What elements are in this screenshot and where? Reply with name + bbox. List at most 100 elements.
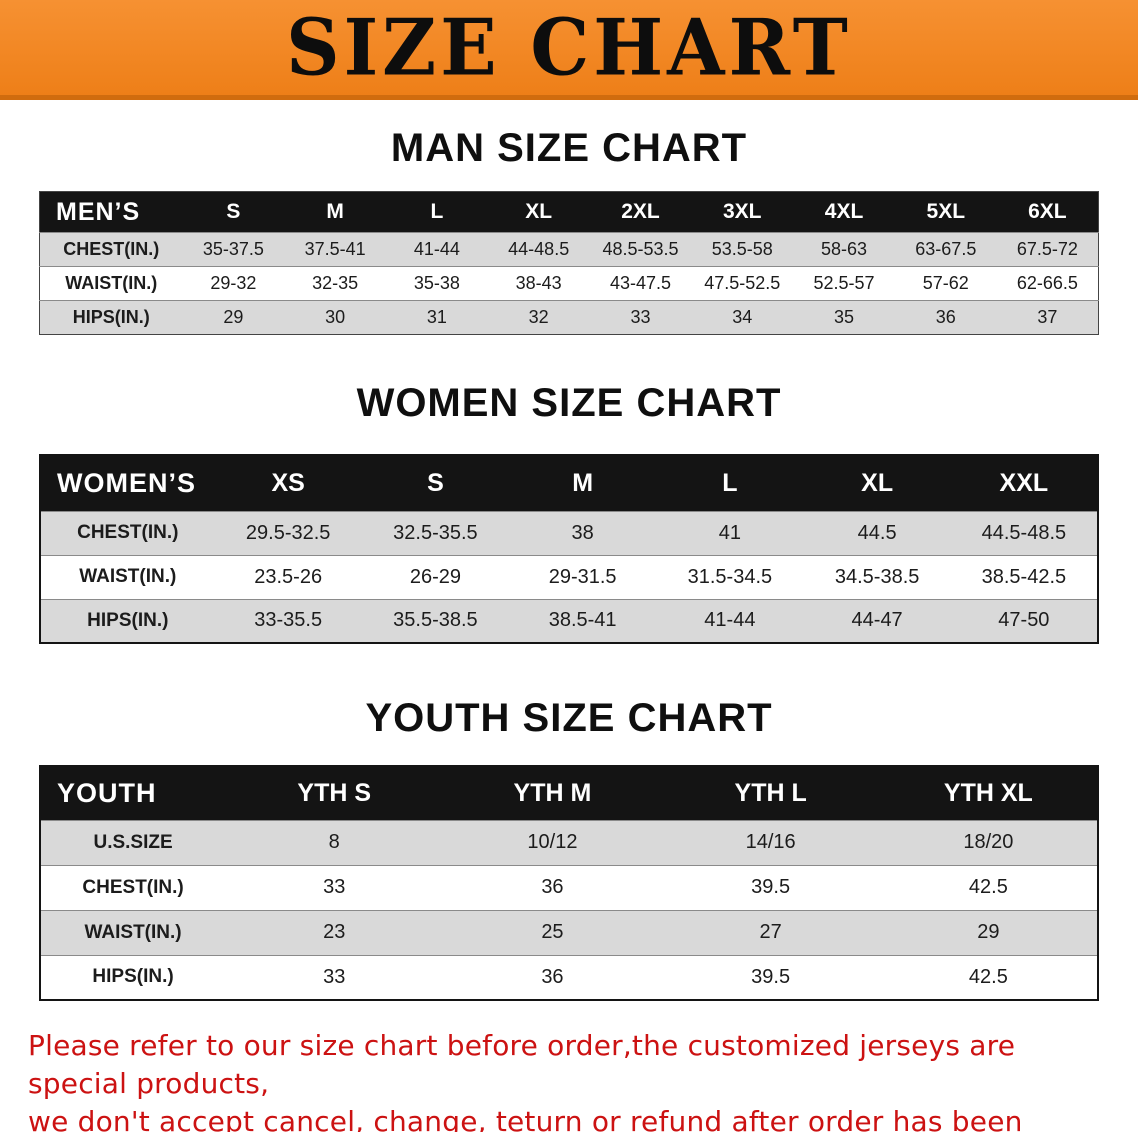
cell-value: 36 xyxy=(443,954,662,1000)
row-label: HIPS(IN.) xyxy=(39,300,183,335)
table-row: WAIST(IN.) 23.5-26 26-29 29-31.5 31.5-34.5 34… xyxy=(40,554,1098,599)
row-label: WAIST(IN.) xyxy=(39,266,183,301)
cell-value: 52.5-57 xyxy=(793,266,895,301)
cell-value: 38.5-41 xyxy=(509,598,657,643)
cell-value: 47.5-52.5 xyxy=(691,266,794,301)
cell-value: 33-35.5 xyxy=(214,598,362,643)
cell-value: 39.5 xyxy=(661,864,880,910)
mens-table-title: MEN’S xyxy=(39,191,183,233)
cell-value: 29.5-32.5 xyxy=(214,510,362,555)
table-row: HIPS(IN.) 33 36 39.5 42.5 xyxy=(40,954,1098,1000)
cell-value: 41-44 xyxy=(386,232,488,267)
cell-value: 43-47.5 xyxy=(589,266,692,301)
cell-value: 8 xyxy=(225,819,444,865)
section-mens: MAN SIZE CHART MEN’S S M L XL 2XL 3XL 4XL 5XL 6XL… xyxy=(0,126,1138,335)
cell-value: 10/12 xyxy=(443,819,662,865)
row-label: HIPS(IN.) xyxy=(40,598,215,643)
row-label: HIPS(IN.) xyxy=(40,954,226,1000)
cell-value: 63-67.5 xyxy=(894,232,997,267)
column-header: XL xyxy=(487,191,590,233)
column-header: YTH XL xyxy=(879,766,1098,820)
youth-table-container: YOUTH YTH S YTH M YTH L YTH XL U.S.SIZE 8 10/12… xyxy=(39,765,1099,1001)
cell-value: 36 xyxy=(443,864,662,910)
column-header: XS xyxy=(214,455,362,511)
table-row: CHEST(IN.) 35-37.5 37.5-41 41-44 44-48.5 48.5… xyxy=(39,232,1099,267)
table-row: CHEST(IN.) 33 36 39.5 42.5 xyxy=(40,864,1098,910)
cell-value: 29 xyxy=(182,300,285,335)
cell-value: 23 xyxy=(225,909,444,955)
cell-value: 44-48.5 xyxy=(487,232,590,267)
cell-value: 37 xyxy=(996,300,1099,335)
cell-value: 26-29 xyxy=(361,554,510,599)
table-row: HIPS(IN.) 33-35.5 35.5-38.5 38.5-41 41-44 44-… xyxy=(40,598,1098,643)
cell-value: 34.5-38.5 xyxy=(803,554,951,599)
cell-value: 41 xyxy=(656,510,804,555)
cell-value: 32.5-35.5 xyxy=(361,510,510,555)
cell-value: 31 xyxy=(386,300,488,335)
column-header: YTH M xyxy=(443,766,662,820)
disclaimer-line-1: Please refer to our size chart before or… xyxy=(28,1029,1016,1100)
cell-value: 57-62 xyxy=(894,266,997,301)
youth-size-table: YOUTH YTH S YTH M YTH L YTH XL U.S.SIZE 8 10/12… xyxy=(39,765,1099,1001)
banner-title: SIZE CHART xyxy=(286,2,852,93)
column-header: L xyxy=(656,455,804,511)
column-header: M xyxy=(509,455,657,511)
column-header: 6XL xyxy=(996,191,1099,233)
table-row: WAIST(IN.) 29-32 32-35 35-38 38-43 43-47.5 47.… xyxy=(39,266,1099,301)
cell-value: 38.5-42.5 xyxy=(950,554,1098,599)
cell-value: 35-37.5 xyxy=(182,232,285,267)
womens-size-table: WOMEN’S XS S M L XL XXL CHEST(IN.) 29.5-32.5 32.5… xyxy=(39,454,1099,644)
mens-header-row: MEN’S S M L XL 2XL 3XL 4XL 5XL 6XL xyxy=(39,191,1099,233)
cell-value: 48.5-53.5 xyxy=(589,232,692,267)
cell-value: 47-50 xyxy=(950,598,1098,643)
section-womens: WOMEN SIZE CHART WOMEN’S XS S M L XL XXL CHEST(… xyxy=(0,381,1138,644)
section-youth: YOUTH SIZE CHART YOUTH YTH S YTH M YTH L YTH… xyxy=(0,696,1138,1001)
table-row: U.S.SIZE 8 10/12 14/16 18/20 xyxy=(40,819,1098,865)
cell-value: 34 xyxy=(691,300,794,335)
cell-value: 39.5 xyxy=(661,954,880,1000)
youth-table-title: YOUTH xyxy=(40,766,226,820)
cell-value: 18/20 xyxy=(879,819,1098,865)
cell-value: 27 xyxy=(661,909,880,955)
table-row: WAIST(IN.) 23 25 27 29 xyxy=(40,909,1098,955)
cell-value: 31.5-34.5 xyxy=(656,554,804,599)
size-chart-banner: SIZE CHART xyxy=(0,0,1138,100)
cell-value: 44.5-48.5 xyxy=(950,510,1098,555)
row-label: CHEST(IN.) xyxy=(39,232,183,267)
cell-value: 36 xyxy=(894,300,997,335)
cell-value: 23.5-26 xyxy=(214,554,362,599)
youth-section-heading: YOUTH SIZE CHART xyxy=(365,696,773,740)
table-row: CHEST(IN.) 29.5-32.5 32.5-35.5 38 41 44.5 44.5… xyxy=(40,510,1098,555)
table-row: HIPS(IN.) 29 30 31 32 33 34 35 36 37 xyxy=(39,300,1099,335)
cell-value: 35.5-38.5 xyxy=(361,598,510,643)
womens-header-row: WOMEN’S XS S M L XL XXL xyxy=(40,455,1098,511)
cell-value: 25 xyxy=(443,909,662,955)
cell-value: 38-43 xyxy=(487,266,590,301)
cell-value: 33 xyxy=(225,954,444,1000)
row-label: WAIST(IN.) xyxy=(40,909,226,955)
mens-table-container: MEN’S S M L XL 2XL 3XL 4XL 5XL 6XL CHEST(IN.) 35-37… xyxy=(39,191,1099,335)
cell-value: 42.5 xyxy=(879,864,1098,910)
cell-value: 58-63 xyxy=(793,232,895,267)
cell-value: 33 xyxy=(589,300,692,335)
column-header: XXL xyxy=(950,455,1098,511)
row-label: U.S.SIZE xyxy=(40,819,226,865)
cell-value: 32-35 xyxy=(284,266,387,301)
cell-value: 38 xyxy=(509,510,657,555)
cell-value: 35-38 xyxy=(386,266,488,301)
womens-table-title: WOMEN’S xyxy=(40,455,215,511)
cell-value: 41-44 xyxy=(656,598,804,643)
cell-value: 14/16 xyxy=(661,819,880,865)
cell-value: 44-47 xyxy=(803,598,951,643)
column-header: S xyxy=(361,455,510,511)
cell-value: 29-32 xyxy=(182,266,285,301)
cell-value: 33 xyxy=(225,864,444,910)
cell-value: 29-31.5 xyxy=(509,554,657,599)
cell-value: 53.5-58 xyxy=(691,232,794,267)
cell-value: 67.5-72 xyxy=(996,232,1099,267)
column-header: YTH S xyxy=(225,766,444,820)
column-header: 5XL xyxy=(894,191,997,233)
column-header: 4XL xyxy=(793,191,895,233)
column-header: XL xyxy=(803,455,951,511)
row-label: CHEST(IN.) xyxy=(40,510,215,555)
